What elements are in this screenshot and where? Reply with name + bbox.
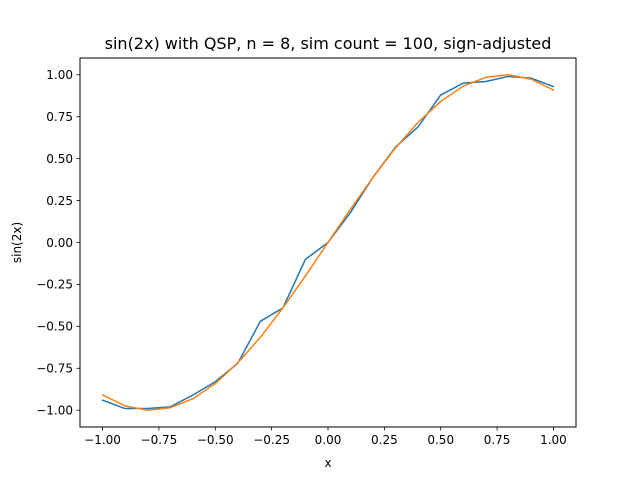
- x-tick-label: 1.00: [540, 433, 567, 447]
- x-tick-label: 0.00: [315, 433, 342, 447]
- y-tick-label: −0.25: [36, 278, 73, 292]
- x-tick-label: −0.75: [141, 433, 178, 447]
- x-axis: −1.00 −0.75 −0.50 −0.25 0.00 0.25 0.50 0.75 1.00: [84, 427, 567, 447]
- y-tick-label: 0.75: [46, 110, 73, 124]
- series-line-2: [101, 74, 555, 411]
- y-tick-label: 0.50: [46, 152, 73, 166]
- y-tick-label: 1.00: [46, 68, 73, 82]
- y-tick-label: −0.75: [36, 362, 73, 376]
- x-tick-label: 0.50: [427, 433, 454, 447]
- chart-title: sin(2x) with QSP, n = 8, sim count = 100…: [105, 34, 552, 53]
- x-tick-label: −0.50: [197, 433, 234, 447]
- x-tick-label: 0.75: [484, 433, 511, 447]
- plot-series: [101, 74, 555, 411]
- y-axis: −1.00 −0.75 −0.50 −0.25 0.00 0.25 0.50 0.75 1.00: [36, 68, 80, 418]
- y-tick-label: 0.00: [46, 236, 73, 250]
- x-tick-label: 0.25: [371, 433, 398, 447]
- y-tick-label: −0.50: [36, 320, 73, 334]
- y-tick-label: −1.00: [36, 404, 73, 418]
- x-tick-label: −1.00: [84, 433, 121, 447]
- y-tick-label: 0.25: [46, 194, 73, 208]
- plot-frame: [79, 57, 577, 428]
- x-axis-label: x: [324, 456, 331, 470]
- y-axis-label: sin(2x): [10, 222, 24, 263]
- x-tick-label: −0.25: [253, 433, 290, 447]
